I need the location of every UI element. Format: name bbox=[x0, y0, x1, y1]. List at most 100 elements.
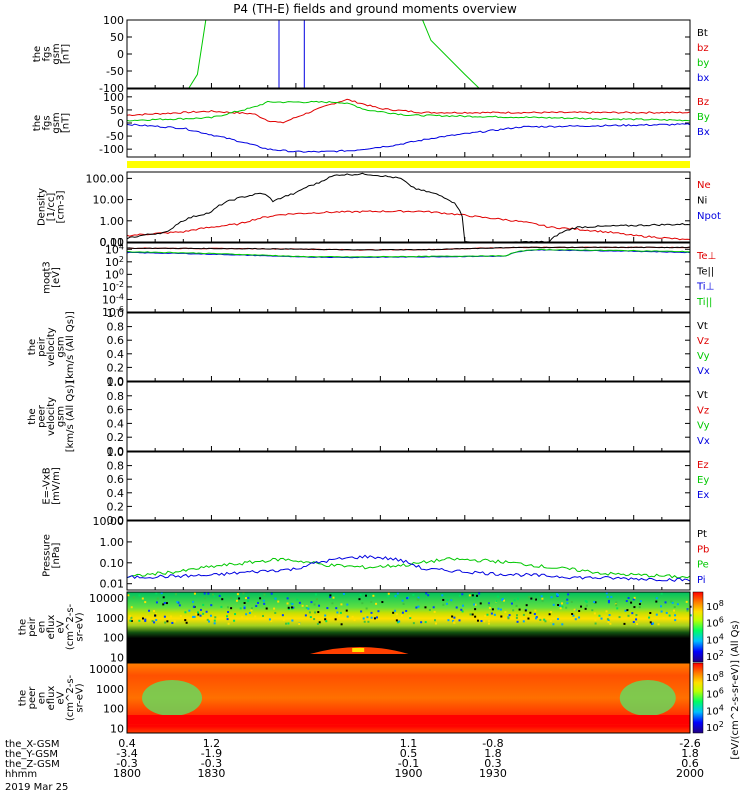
spectrogram-pixel bbox=[196, 611, 199, 614]
spectrogram-pixel bbox=[474, 615, 477, 618]
spectrogram-pixel bbox=[594, 601, 597, 604]
y-tick-label: 10.00 bbox=[93, 194, 125, 207]
y-axis-label: [km/s (All Qs)] bbox=[65, 381, 76, 453]
spectrogram-pixel bbox=[162, 596, 165, 599]
spectrogram-pixel bbox=[274, 611, 277, 614]
panel-frame bbox=[126, 381, 691, 452]
spectrogram-pixel bbox=[606, 618, 609, 621]
y-axis-label: [nT] bbox=[60, 44, 71, 64]
spectrogram-pixel bbox=[130, 619, 133, 622]
spectrogram-pixel bbox=[361, 602, 364, 605]
spectrogram-pixel bbox=[206, 618, 209, 621]
spectrogram-pixel bbox=[497, 595, 500, 598]
spectrogram-pixel bbox=[307, 607, 310, 610]
spectrogram-pixel bbox=[484, 614, 487, 617]
spectrogram-pixel bbox=[442, 598, 445, 601]
spectrogram-pixel bbox=[227, 622, 230, 625]
spectrogram-pixel bbox=[155, 619, 158, 622]
spectrogram-pixel bbox=[594, 619, 597, 622]
spectrogram-pixel bbox=[632, 621, 635, 624]
spectrogram-pixel bbox=[618, 616, 621, 619]
spectrogram-pixel bbox=[236, 593, 239, 596]
spectrogram-pixel bbox=[565, 606, 568, 609]
spectrogram-pixel bbox=[315, 598, 318, 601]
y-tick-label: 10-2 bbox=[102, 280, 124, 294]
spectrogram-pixel bbox=[486, 613, 489, 616]
legend-bz: bz bbox=[697, 43, 709, 54]
axis-row-value: -0.3 bbox=[116, 757, 137, 770]
spectrogram-pixel bbox=[144, 601, 147, 604]
spectrogram-pixel bbox=[424, 606, 427, 609]
spectrogram-pixel bbox=[370, 600, 373, 603]
y-tick-label: -50 bbox=[106, 65, 124, 78]
legend-vx: Vx bbox=[697, 366, 710, 377]
spectrogram-pixel bbox=[557, 604, 560, 607]
spectrogram-pixel bbox=[218, 594, 221, 597]
spectrogram-pixel bbox=[130, 606, 133, 609]
spectrogram-pixel bbox=[609, 622, 612, 625]
spectrogram-pixel bbox=[273, 607, 276, 610]
spectrogram-pixel bbox=[396, 592, 399, 595]
spectrogram-pixel bbox=[571, 613, 574, 616]
spectrogram-pixel bbox=[420, 621, 423, 624]
spectrogram-pixel bbox=[141, 617, 144, 620]
axis-row-value: 0.6 bbox=[681, 757, 699, 770]
axis-row-label: the_Z-GSM bbox=[5, 759, 60, 770]
spectrogram-pixel bbox=[292, 606, 295, 609]
y-tick-label: 0.2 bbox=[107, 431, 125, 444]
spectrogram-pixel bbox=[441, 594, 444, 597]
y-axis-label: eV bbox=[56, 620, 67, 633]
spectrogram-pixel bbox=[263, 593, 266, 596]
spectrogram-pixel bbox=[398, 620, 401, 623]
spectrogram-pixel bbox=[248, 611, 251, 614]
spectrogram-pixel bbox=[607, 601, 610, 604]
y-axis-label: [mV/m] bbox=[51, 467, 62, 505]
spectrogram-pixel bbox=[387, 592, 390, 595]
y-tick-label: 1.00 bbox=[100, 215, 125, 228]
spectrogram-pixel bbox=[593, 612, 596, 615]
panel-frame bbox=[126, 171, 691, 243]
spectrogram-pixel bbox=[573, 608, 576, 611]
spectrogram-pixel bbox=[286, 602, 289, 605]
spectrogram-pixel bbox=[442, 603, 445, 606]
spectrogram-pixel bbox=[226, 618, 229, 621]
y-tick-label: 10-6 bbox=[102, 305, 124, 319]
spectrogram-pixel bbox=[534, 609, 537, 612]
spectrogram-pixel bbox=[151, 620, 154, 623]
spectrogram-pixel bbox=[203, 592, 206, 595]
spectrogram-pixel bbox=[353, 619, 356, 622]
y-tick-label: 0.6 bbox=[107, 473, 125, 486]
spectrogram-pixel bbox=[445, 602, 448, 605]
y-tick-label: 0.8 bbox=[107, 460, 125, 473]
spectrogram-pixel bbox=[501, 597, 504, 600]
spectrogram-pixel bbox=[649, 621, 652, 624]
panel-density: Density[1/cc][cm-3] 100.00 10.00 1.00 0.100.… bbox=[37, 171, 721, 249]
spectrogram-pixel bbox=[527, 617, 530, 620]
legend-te: Te|| bbox=[696, 266, 714, 277]
axis-row-value: 0.5 bbox=[400, 747, 418, 760]
spectrogram-pixel bbox=[358, 598, 361, 601]
spectrogram-pixel bbox=[192, 605, 195, 608]
y-axis-label: gsm bbox=[51, 112, 62, 133]
series-ne-line bbox=[126, 209, 691, 241]
spectrogram-pixel bbox=[585, 600, 588, 603]
spectrogram-pixel bbox=[493, 613, 496, 616]
spectrogram-pixel bbox=[324, 618, 327, 621]
spectrogram-pixel bbox=[552, 623, 555, 626]
spectrogram-pixel bbox=[662, 617, 665, 620]
spectrogram-pixel bbox=[287, 606, 290, 609]
y-axis-label: gsm bbox=[51, 43, 62, 64]
panel-frame bbox=[126, 19, 691, 89]
axis-row-label: hhmm bbox=[5, 769, 37, 780]
spectrogram-pixel bbox=[673, 605, 676, 608]
series-bx-line bbox=[126, 123, 691, 153]
spectrogram-pixel bbox=[290, 602, 293, 605]
y-tick-label: 10-4 bbox=[102, 292, 124, 306]
spectrogram-pixel bbox=[686, 608, 689, 611]
spectrogram-pixel bbox=[148, 609, 151, 612]
y-axis-label: (cm^2-s- bbox=[65, 674, 76, 721]
spectrogram-pixel bbox=[652, 622, 655, 625]
y-tick-label: 0.0 bbox=[107, 445, 125, 458]
